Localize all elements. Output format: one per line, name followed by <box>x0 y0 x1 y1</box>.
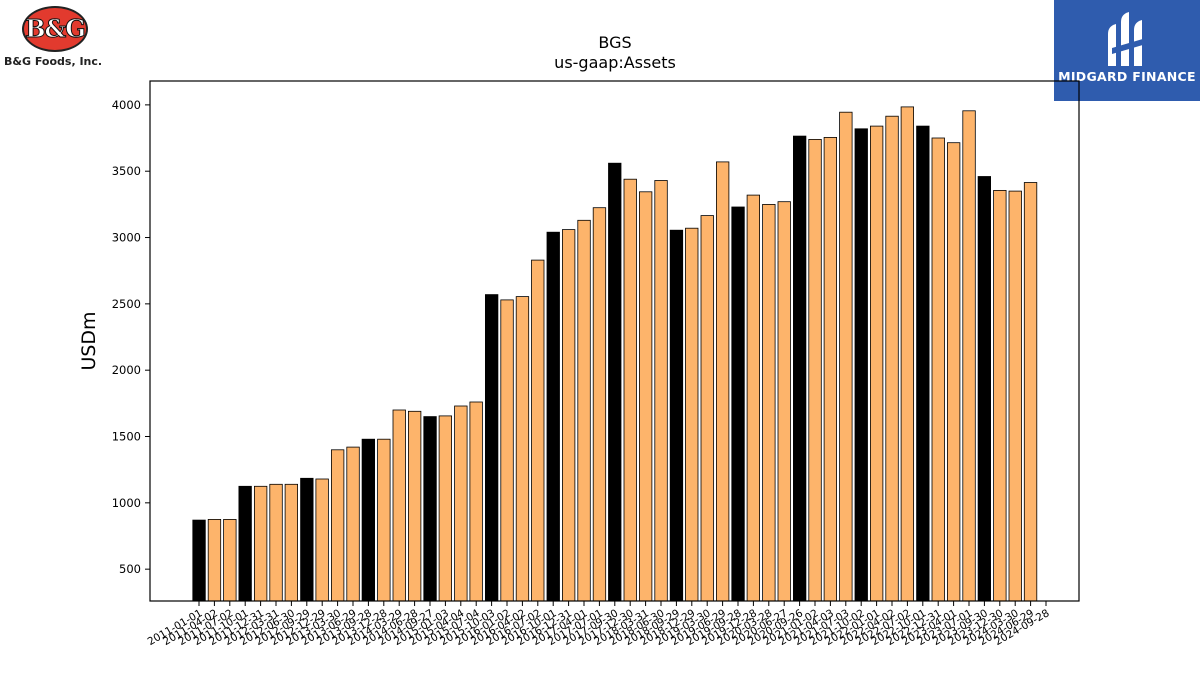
bar-2023-07-01 <box>962 110 976 602</box>
bar-2024-03-30 <box>1008 190 1022 602</box>
bar-2016-07-02 <box>531 259 545 602</box>
bar-2013-12-28 <box>377 438 391 602</box>
bar-2011-12-31 <box>253 485 268 602</box>
y-tick-label: 3500 <box>112 164 141 178</box>
bar-2024-06-29 <box>1023 182 1038 602</box>
bar-2020-03-28 <box>762 203 776 602</box>
y-tick-label: 1000 <box>112 496 141 510</box>
bar-2017-12-30 <box>623 178 637 602</box>
y-tick-label: 3000 <box>112 231 141 245</box>
bar-2016-10-01 <box>546 231 560 602</box>
bar-2015-04-04 <box>454 405 468 602</box>
y-tick-label: 1500 <box>112 430 141 444</box>
bar-2023-09-30 <box>977 176 991 602</box>
bar-2012-12-29 <box>315 478 329 602</box>
plot-frame <box>149 80 1080 602</box>
bar-2018-09-29 <box>669 229 684 602</box>
x-axis-ticks: 2011-01-012011-04-022011-07-022011-10-01… <box>146 601 1052 648</box>
bar-2017-09-30 <box>608 162 622 602</box>
y-tick-label: 500 <box>119 562 141 576</box>
bar-2022-10-01 <box>916 125 930 602</box>
y-tick-label: 2500 <box>112 297 141 311</box>
bg-foods-logo-mark: B&G <box>25 14 86 44</box>
bar-2011-10-01 <box>238 485 252 602</box>
bar-2016-04-02 <box>515 296 530 602</box>
bar-2022-01-01 <box>870 125 884 602</box>
y-axis-ticks: 500 1000 1500 2000 2500 3000 3500 4000 <box>112 98 150 576</box>
bar-2019-03-30 <box>700 215 714 602</box>
chart-title: BGS <box>598 33 631 52</box>
bar-2018-12-29 <box>685 227 699 602</box>
bar-2015-10-03 <box>484 294 499 602</box>
y-tick-label: 4000 <box>112 98 141 112</box>
bar-2019-09-28 <box>731 206 745 602</box>
bar-2012-03-31 <box>269 483 283 602</box>
chart-subtitle: us-gaap:Assets <box>554 53 676 72</box>
bar-2021-01-02 <box>808 138 822 602</box>
bar-2022-07-02 <box>900 106 914 602</box>
bar-2021-07-03 <box>839 111 853 602</box>
bar-2020-06-27 <box>777 201 791 602</box>
bar-2014-06-28 <box>407 410 422 602</box>
bar-2012-06-30 <box>284 483 299 602</box>
bars-group <box>192 106 1038 602</box>
bar-2021-04-03 <box>823 136 837 602</box>
bar-2014-09-27 <box>423 416 437 602</box>
bg-foods-logo-oval <box>22 6 88 52</box>
midgard-finance-logo: MIDGARD FINANCE <box>1054 0 1200 101</box>
bar-2021-10-02 <box>854 128 868 602</box>
bar-2022-12-31 <box>931 137 945 602</box>
y-tick-label: 2000 <box>112 363 141 377</box>
y-axis-label: USDm <box>78 311 100 370</box>
bar-2019-06-29 <box>716 161 730 602</box>
bar-2016-01-02 <box>500 299 514 602</box>
midgard-finance-logo-name: MIDGARD FINANCE <box>1058 69 1196 84</box>
bar-2017-07-01 <box>592 207 607 602</box>
bar-2011-07-02 <box>223 519 237 602</box>
bar-2015-01-03 <box>438 415 453 602</box>
bar-2011-01-01 <box>192 519 206 602</box>
bar-2013-09-28 <box>361 438 376 602</box>
bar-2023-12-30 <box>993 189 1007 602</box>
bar-2019-12-28 <box>746 194 760 602</box>
bar-2023-04-01 <box>947 142 961 602</box>
bar-2011-04-02 <box>207 519 222 602</box>
midgard-finance-logo-icon <box>1108 12 1146 66</box>
bar-2020-09-26 <box>793 135 807 602</box>
bg-foods-logo: B&G B&G Foods, Inc. <box>0 0 120 80</box>
bar-2022-04-02 <box>885 115 899 602</box>
bar-2013-06-29 <box>346 446 360 602</box>
bar-2018-06-30 <box>654 180 668 602</box>
bar-2015-07-04 <box>469 401 483 602</box>
bg-foods-logo-name: B&G Foods, Inc. <box>4 55 103 68</box>
bar-2018-03-31 <box>639 191 653 602</box>
bar-2012-09-29 <box>300 477 314 602</box>
bar-2016-12-31 <box>562 229 576 602</box>
bar-2013-03-30 <box>330 449 345 602</box>
bar-2014-03-29 <box>392 409 406 602</box>
bar-2017-04-01 <box>577 219 591 602</box>
